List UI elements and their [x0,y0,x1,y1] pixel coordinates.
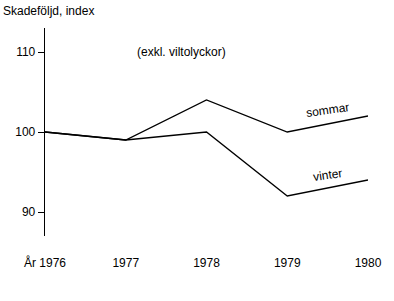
svg-text:1977: 1977 [112,256,139,270]
svg-text:vinter: vinter [312,166,343,184]
svg-text:1979: 1979 [274,256,301,270]
svg-text:100: 100 [15,125,35,139]
svg-text:År 1976: År 1976 [24,255,66,270]
svg-text:1980: 1980 [355,256,382,270]
svg-text:110: 110 [16,45,35,59]
svg-text:sommar: sommar [305,100,350,120]
svg-text:Skadeföljd, index: Skadeföljd, index [3,4,94,18]
svg-text:(exkl. viltolyckor): (exkl. viltolyckor) [137,45,226,59]
svg-text:1978: 1978 [193,256,220,270]
svg-text:90: 90 [22,205,36,219]
